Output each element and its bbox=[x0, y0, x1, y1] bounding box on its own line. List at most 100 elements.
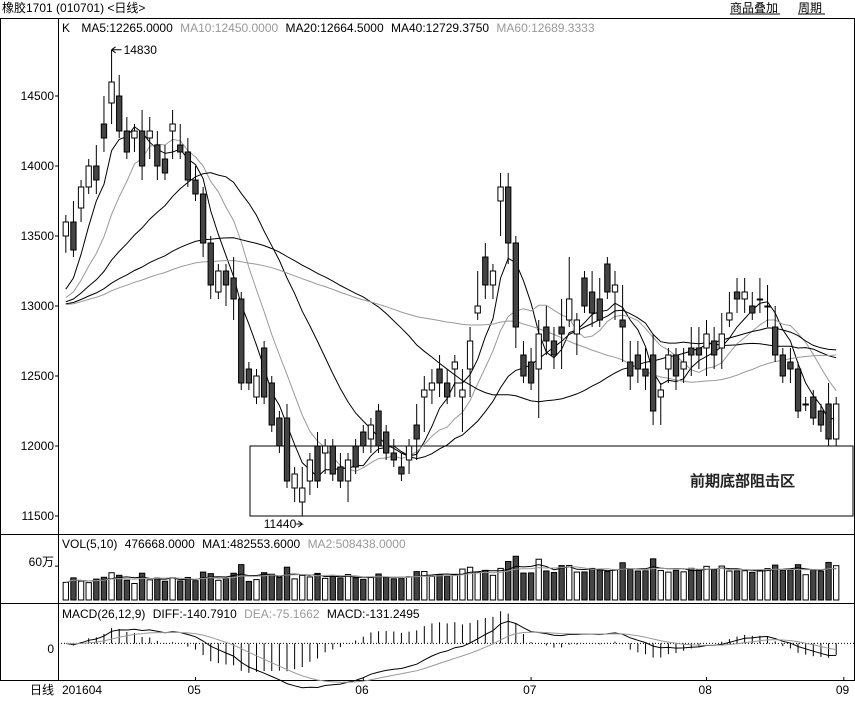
volume-bar bbox=[596, 569, 603, 601]
price-tick-label: 13500 bbox=[21, 229, 55, 243]
price-tick-label: 11500 bbox=[22, 509, 55, 523]
overlay-menu-button[interactable]: 商品叠加 bbox=[730, 0, 778, 15]
candle-body bbox=[253, 375, 260, 398]
volume-bar bbox=[695, 569, 703, 601]
legend-vol-ma1: MA1:482553.6000 bbox=[202, 537, 300, 551]
candle-body bbox=[436, 368, 443, 384]
candle-body bbox=[749, 305, 756, 314]
ma-line-40 bbox=[65, 237, 837, 403]
candle-body bbox=[329, 445, 336, 475]
candle-body bbox=[306, 459, 314, 482]
volume-bar bbox=[520, 572, 527, 601]
volume-bar bbox=[489, 574, 497, 601]
macd-series bbox=[58, 611, 855, 689]
volume-bar bbox=[497, 567, 504, 601]
candle-body bbox=[146, 130, 153, 139]
x-tick-label: 05 bbox=[187, 683, 201, 697]
legend-vol: VOL(5,10) bbox=[62, 537, 117, 551]
volume-bar bbox=[146, 579, 153, 601]
volume-bar bbox=[771, 564, 779, 601]
candle-body bbox=[207, 242, 214, 286]
macd-dea-line bbox=[65, 631, 837, 683]
volume-bar bbox=[451, 573, 458, 601]
candle-body bbox=[794, 368, 802, 412]
volume-bar bbox=[283, 566, 291, 601]
legend-vol-ma2: MA2:508438.0000 bbox=[308, 537, 406, 551]
volume-bar bbox=[588, 567, 596, 601]
candle-body bbox=[771, 326, 779, 356]
x-tick-label: 06 bbox=[355, 683, 369, 697]
legend-dea: DEA:-75.1662 bbox=[244, 607, 320, 621]
price-tick-label: 12000 bbox=[21, 439, 55, 453]
low-price-label: 11440 bbox=[264, 517, 297, 531]
candle-body bbox=[604, 263, 611, 293]
price-tick-label: 14500 bbox=[21, 89, 55, 103]
volume-bar bbox=[161, 580, 169, 601]
volume-bar bbox=[550, 572, 558, 601]
candle-body bbox=[360, 431, 367, 447]
candle-body bbox=[741, 291, 748, 300]
volume-bar bbox=[703, 565, 710, 601]
candle-body bbox=[352, 445, 359, 468]
volume-bar bbox=[100, 576, 108, 601]
candle-body bbox=[573, 319, 581, 335]
volume-bar bbox=[268, 573, 275, 601]
volume-indicator-legend: VOL(5,10) 476668.0000 MA1:482553.6000 MA… bbox=[62, 537, 406, 551]
candle-body bbox=[527, 361, 535, 384]
candle-body bbox=[520, 354, 527, 377]
candle-body bbox=[77, 186, 85, 209]
volume-bar bbox=[573, 571, 581, 601]
volume-bar bbox=[505, 560, 512, 601]
volume-bar bbox=[306, 576, 314, 601]
volume-bar bbox=[627, 568, 634, 601]
candle-body bbox=[466, 340, 474, 370]
volume-bar bbox=[222, 577, 230, 601]
candle-body bbox=[550, 340, 558, 356]
candle-body bbox=[718, 333, 725, 349]
candle-body bbox=[581, 277, 588, 307]
candle-body bbox=[642, 368, 649, 377]
low-price-arrow bbox=[296, 520, 304, 528]
volume-bar bbox=[749, 571, 756, 601]
candlestick-series bbox=[62, 49, 840, 516]
candle-body bbox=[93, 165, 100, 181]
volume-bar bbox=[421, 570, 428, 601]
candle-body bbox=[611, 284, 619, 293]
candle-body bbox=[123, 130, 131, 153]
volume-bar bbox=[794, 564, 802, 601]
candle-body bbox=[710, 340, 718, 356]
volume-bar bbox=[390, 578, 397, 601]
candle-body bbox=[558, 326, 565, 335]
candle-body bbox=[344, 459, 352, 482]
macd-diff-line bbox=[65, 620, 837, 689]
legend-ma5: MA5:12265.0000 bbox=[81, 21, 173, 35]
volume-bar bbox=[413, 571, 420, 601]
period-menu-button[interactable]: 周期 bbox=[798, 1, 822, 15]
candle-body bbox=[535, 333, 542, 370]
candle-body bbox=[260, 347, 268, 398]
volume-bar bbox=[367, 577, 375, 601]
candle-body bbox=[390, 452, 397, 461]
candle-body bbox=[459, 389, 466, 398]
legend-ma10: MA10:12450.0000 bbox=[180, 21, 278, 35]
candle-body bbox=[566, 298, 573, 321]
legend-k: K bbox=[62, 21, 70, 35]
candle-body bbox=[192, 179, 199, 195]
ma-line-20 bbox=[65, 172, 837, 460]
candle-body bbox=[588, 291, 596, 314]
volume-bar bbox=[581, 571, 588, 601]
candle-body bbox=[825, 403, 832, 440]
candle-body bbox=[833, 403, 840, 440]
volume-bar bbox=[70, 577, 77, 601]
candle-body bbox=[619, 319, 626, 328]
volume-ma-line-10 bbox=[65, 566, 837, 583]
volume-bar bbox=[779, 569, 786, 601]
candle-body bbox=[230, 277, 237, 300]
candle-body bbox=[802, 403, 809, 406]
candle-body bbox=[451, 361, 458, 370]
volume-bar bbox=[802, 574, 809, 601]
volume-bar bbox=[321, 577, 329, 601]
volume-bar bbox=[131, 583, 138, 601]
